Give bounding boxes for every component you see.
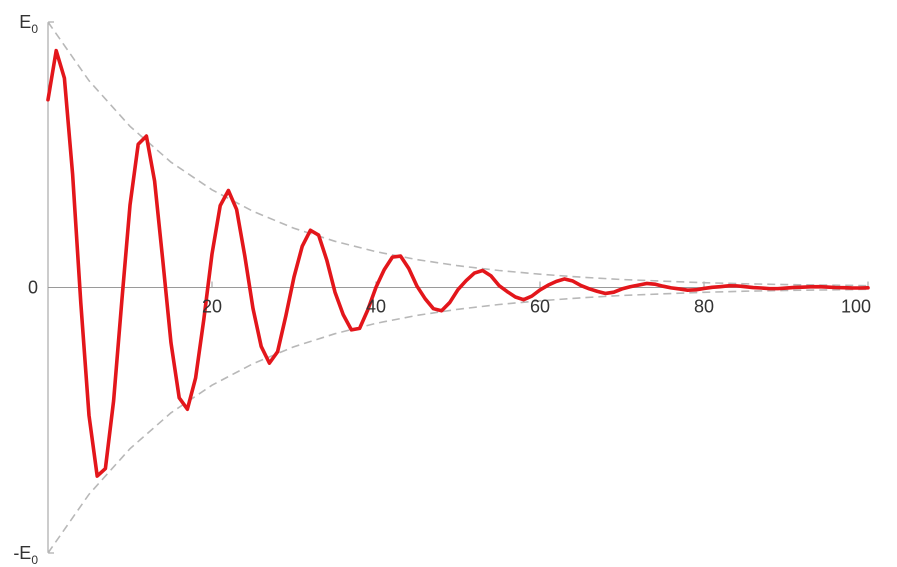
y-tick-label: -E0	[13, 543, 38, 567]
signal-line	[46, 48, 870, 478]
tick-labels: 20 40 60 80 100 E0 0 -E0	[13, 12, 871, 567]
series-group	[46, 21, 870, 554]
x-tick-label: 40	[366, 297, 386, 317]
y-tick-label: E0	[19, 12, 38, 36]
x-tick-label: 80	[694, 297, 714, 317]
x-tick-label: 20	[202, 297, 222, 317]
envelope-line	[47, 288, 869, 554]
x-tick-label: 60	[530, 297, 550, 317]
envelope-line	[47, 21, 869, 287]
x-tick-label: 100	[841, 297, 871, 317]
y-tick-label: 0	[28, 278, 38, 298]
